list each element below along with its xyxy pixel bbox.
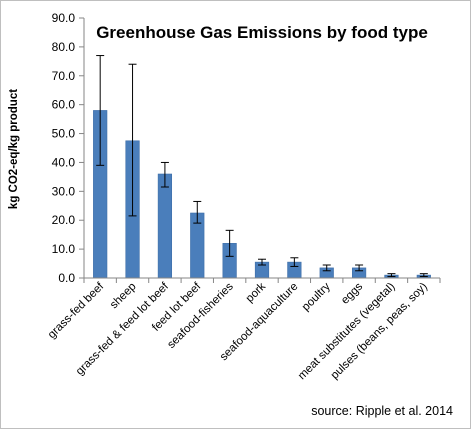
category-label: grass-fed beef <box>46 280 107 341</box>
category-label: eggs <box>339 280 365 306</box>
category-label: poultry <box>300 280 333 313</box>
source-note: source: Ripple et al. 2014 <box>311 404 453 418</box>
y-tick-label: 50.0 <box>52 127 76 141</box>
y-axis-label: kg CO2-eq/kg product <box>8 89 20 209</box>
chart-title: Greenhouse Gas Emissions by food type <box>96 23 428 42</box>
y-tick-label: 10.0 <box>52 242 76 256</box>
y-tick-label: 60.0 <box>52 98 76 112</box>
y-tick-label: 70.0 <box>52 69 76 83</box>
bar-3 <box>157 173 173 279</box>
y-tick-label: 30.0 <box>52 184 76 198</box>
y-tick-label: 80.0 <box>52 40 76 54</box>
y-tick-label: 40.0 <box>52 155 76 169</box>
y-tick-label: 0.0 <box>58 271 75 285</box>
bars <box>93 110 431 279</box>
category-label: sheep <box>108 281 139 312</box>
y-tick-label: 90.0 <box>52 11 76 25</box>
y-axis-ticks: 0.0 10.0 20.0 30.0 40.0 50.0 60.0 70.0 80.0 90.0 <box>52 11 84 285</box>
axes <box>83 18 441 283</box>
y-tick-label: 20.0 <box>52 213 76 227</box>
category-label: pork <box>244 280 268 304</box>
error-bars <box>96 55 428 278</box>
